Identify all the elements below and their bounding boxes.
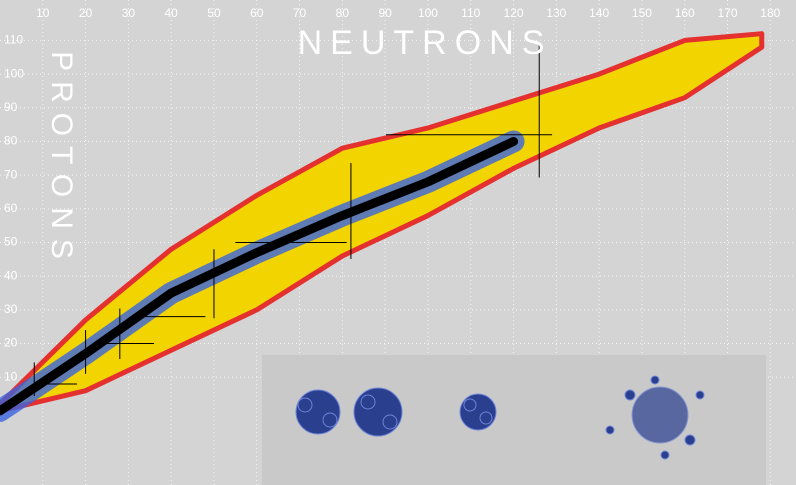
x-tick-label: 10 <box>36 6 50 20</box>
y-tick-label: 30 <box>4 302 18 316</box>
x-tick-label: 140 <box>589 6 609 20</box>
x-tick-label: 20 <box>79 6 93 20</box>
nuclide-band <box>0 31 765 414</box>
y-tick-label: 90 <box>4 100 18 114</box>
x-tick-label: 130 <box>546 6 566 20</box>
y-tick-label: 50 <box>4 235 18 249</box>
y-tick-label: 110 <box>4 33 23 47</box>
x-tick-label: 110 <box>461 6 480 20</box>
x-tick-label: 70 <box>293 6 307 20</box>
x-tick-label: 100 <box>418 6 438 20</box>
x-tick-label: 180 <box>760 6 780 20</box>
y-tick-label: 40 <box>4 268 18 282</box>
nucleus-images <box>262 355 766 485</box>
x-tick-label: 80 <box>336 6 350 20</box>
y-tick-label: 70 <box>4 167 18 181</box>
y-tick-label: 10 <box>4 369 18 383</box>
x-tick-label: 60 <box>250 6 264 20</box>
data-layer <box>0 31 765 422</box>
y-tick-label: 60 <box>4 201 18 215</box>
x-tick-label: 170 <box>718 6 738 20</box>
x-tick-label: 90 <box>378 6 392 20</box>
y-tick-label: 20 <box>4 336 18 350</box>
x-tick-label: 50 <box>207 6 221 20</box>
y-axis-label-text: PROTONS <box>45 51 78 269</box>
y-tick-label: 80 <box>4 134 18 148</box>
nucleus-fission <box>295 387 403 437</box>
nucleus-compact <box>459 393 497 431</box>
x-tick-label: 150 <box>632 6 652 20</box>
x-tick-label: 30 <box>122 6 136 20</box>
y-tick-label: 100 <box>4 66 24 80</box>
x-tick-label: 120 <box>504 6 524 20</box>
chart-title: NEUTRONS <box>298 24 553 62</box>
x-tick-label: 160 <box>675 6 695 20</box>
y-axis-label: PROTONS <box>45 51 78 269</box>
nucleus-exploded <box>605 375 705 460</box>
x-tick-label: 40 <box>165 6 179 20</box>
